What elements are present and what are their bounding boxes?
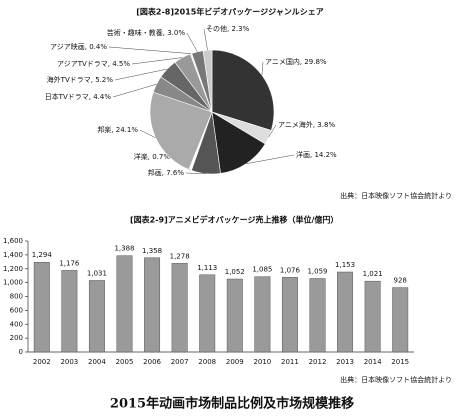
value-label: 1,052: [225, 268, 245, 276]
leader-line: [112, 83, 157, 98]
x-tick-label: 2005: [116, 358, 134, 366]
y-tick-label: 0: [19, 348, 23, 356]
leader-line: [203, 28, 208, 51]
x-tick-label: 2009: [226, 358, 244, 366]
x-tick-label: 2013: [336, 358, 354, 366]
slice-label: 芸術・趣味・教養, 3.0%: [107, 28, 186, 37]
y-tick-label: 400: [10, 320, 23, 328]
x-tick-label: 2011: [281, 358, 299, 366]
bar: [281, 277, 298, 353]
y-tick-label: 1,400: [3, 251, 23, 259]
slice-label: 邦画, 7.6%: [148, 168, 185, 177]
leader-line: [139, 129, 156, 139]
bar: [171, 263, 188, 353]
value-label: 1,113: [197, 264, 217, 272]
slice-label: アジア映画, 0.4%: [50, 42, 107, 51]
value-label: 1,278: [170, 252, 190, 260]
slice-label: 洋楽, 0.7%: [134, 152, 171, 161]
pie-slice: [211, 111, 266, 174]
bar: [226, 278, 243, 353]
slice-label: 日本TVドラマ, 4.4%: [45, 92, 112, 101]
y-tick-label: 200: [10, 334, 23, 342]
pie-source: 出典：日本映像ソフト協会統計より: [340, 191, 452, 200]
value-label: 1,059: [307, 268, 327, 276]
caption: 2015年动画市场制品比例及市场规模推移: [110, 396, 354, 412]
bar: [61, 270, 78, 353]
slice-label: アニメ国内, 29.8%: [265, 57, 327, 66]
leader-line: [268, 124, 277, 138]
bar: [116, 255, 133, 353]
slice-label: その他, 2.3%: [206, 24, 250, 33]
value-label: 1,358: [142, 247, 162, 255]
leader-line: [131, 57, 183, 65]
y-tick-label: 1,200: [3, 265, 23, 273]
leader-line: [246, 154, 295, 164]
x-tick-label: 2010: [253, 358, 271, 366]
bar: [88, 280, 105, 353]
x-tick-label: 2007: [171, 358, 189, 366]
x-tick-label: 2003: [60, 358, 78, 366]
bar: [144, 257, 161, 353]
bar: [254, 276, 271, 353]
value-label: 1,294: [32, 251, 53, 259]
y-tick-label: 1,600: [3, 237, 23, 245]
pie-slice: [149, 91, 213, 170]
bar: [309, 278, 326, 353]
value-label: 1,153: [335, 261, 355, 269]
x-tick-label: 2002: [33, 358, 51, 366]
bar-title: [図表2-9]アニメビデオパッケージ売上推移（単位/億円）: [130, 215, 338, 225]
bar: [337, 271, 354, 353]
bar: [199, 274, 216, 353]
bar: [364, 280, 381, 353]
bar-source: 出典：日本映像ソフト協会統計より: [340, 375, 452, 384]
slice-label: 洋画, 14.2%: [296, 150, 337, 159]
value-label: 1,021: [363, 270, 383, 278]
value-label: 1,388: [114, 245, 134, 253]
leader-line: [185, 172, 206, 174]
bar: [392, 287, 409, 353]
y-tick-label: 800: [10, 293, 23, 301]
leader-line: [114, 68, 168, 81]
slice-label: アジアTVドラマ, 4.5%: [57, 60, 130, 68]
value-label: 1,076: [280, 266, 301, 274]
value-label: 1,085: [252, 266, 272, 274]
slice-label: 海外TVドラマ, 5.2%: [47, 75, 114, 84]
bar: [33, 261, 50, 353]
x-tick-label: 2015: [391, 358, 409, 366]
x-tick-label: 2008: [198, 358, 216, 366]
value-label: 1,176: [59, 259, 80, 267]
leader-line: [186, 32, 198, 52]
slice-label: アニメ海外, 3.8%: [278, 120, 335, 129]
pie-title: [図表2-8]2015年ビデオパッケージジャンルシェア: [136, 7, 323, 17]
x-tick-label: 2006: [143, 358, 161, 366]
leader-line: [108, 46, 192, 54]
value-label: 1,031: [87, 269, 107, 277]
x-tick-label: 2004: [88, 358, 106, 366]
leader-line: [261, 61, 264, 76]
y-tick-label: 1,000: [3, 279, 23, 287]
value-label: 928: [394, 277, 407, 285]
x-tick-label: 2014: [364, 358, 382, 366]
x-tick-label: 2012: [309, 358, 327, 366]
y-tick-label: 600: [10, 306, 23, 314]
slice-label: 邦楽, 24.1%: [97, 125, 138, 134]
